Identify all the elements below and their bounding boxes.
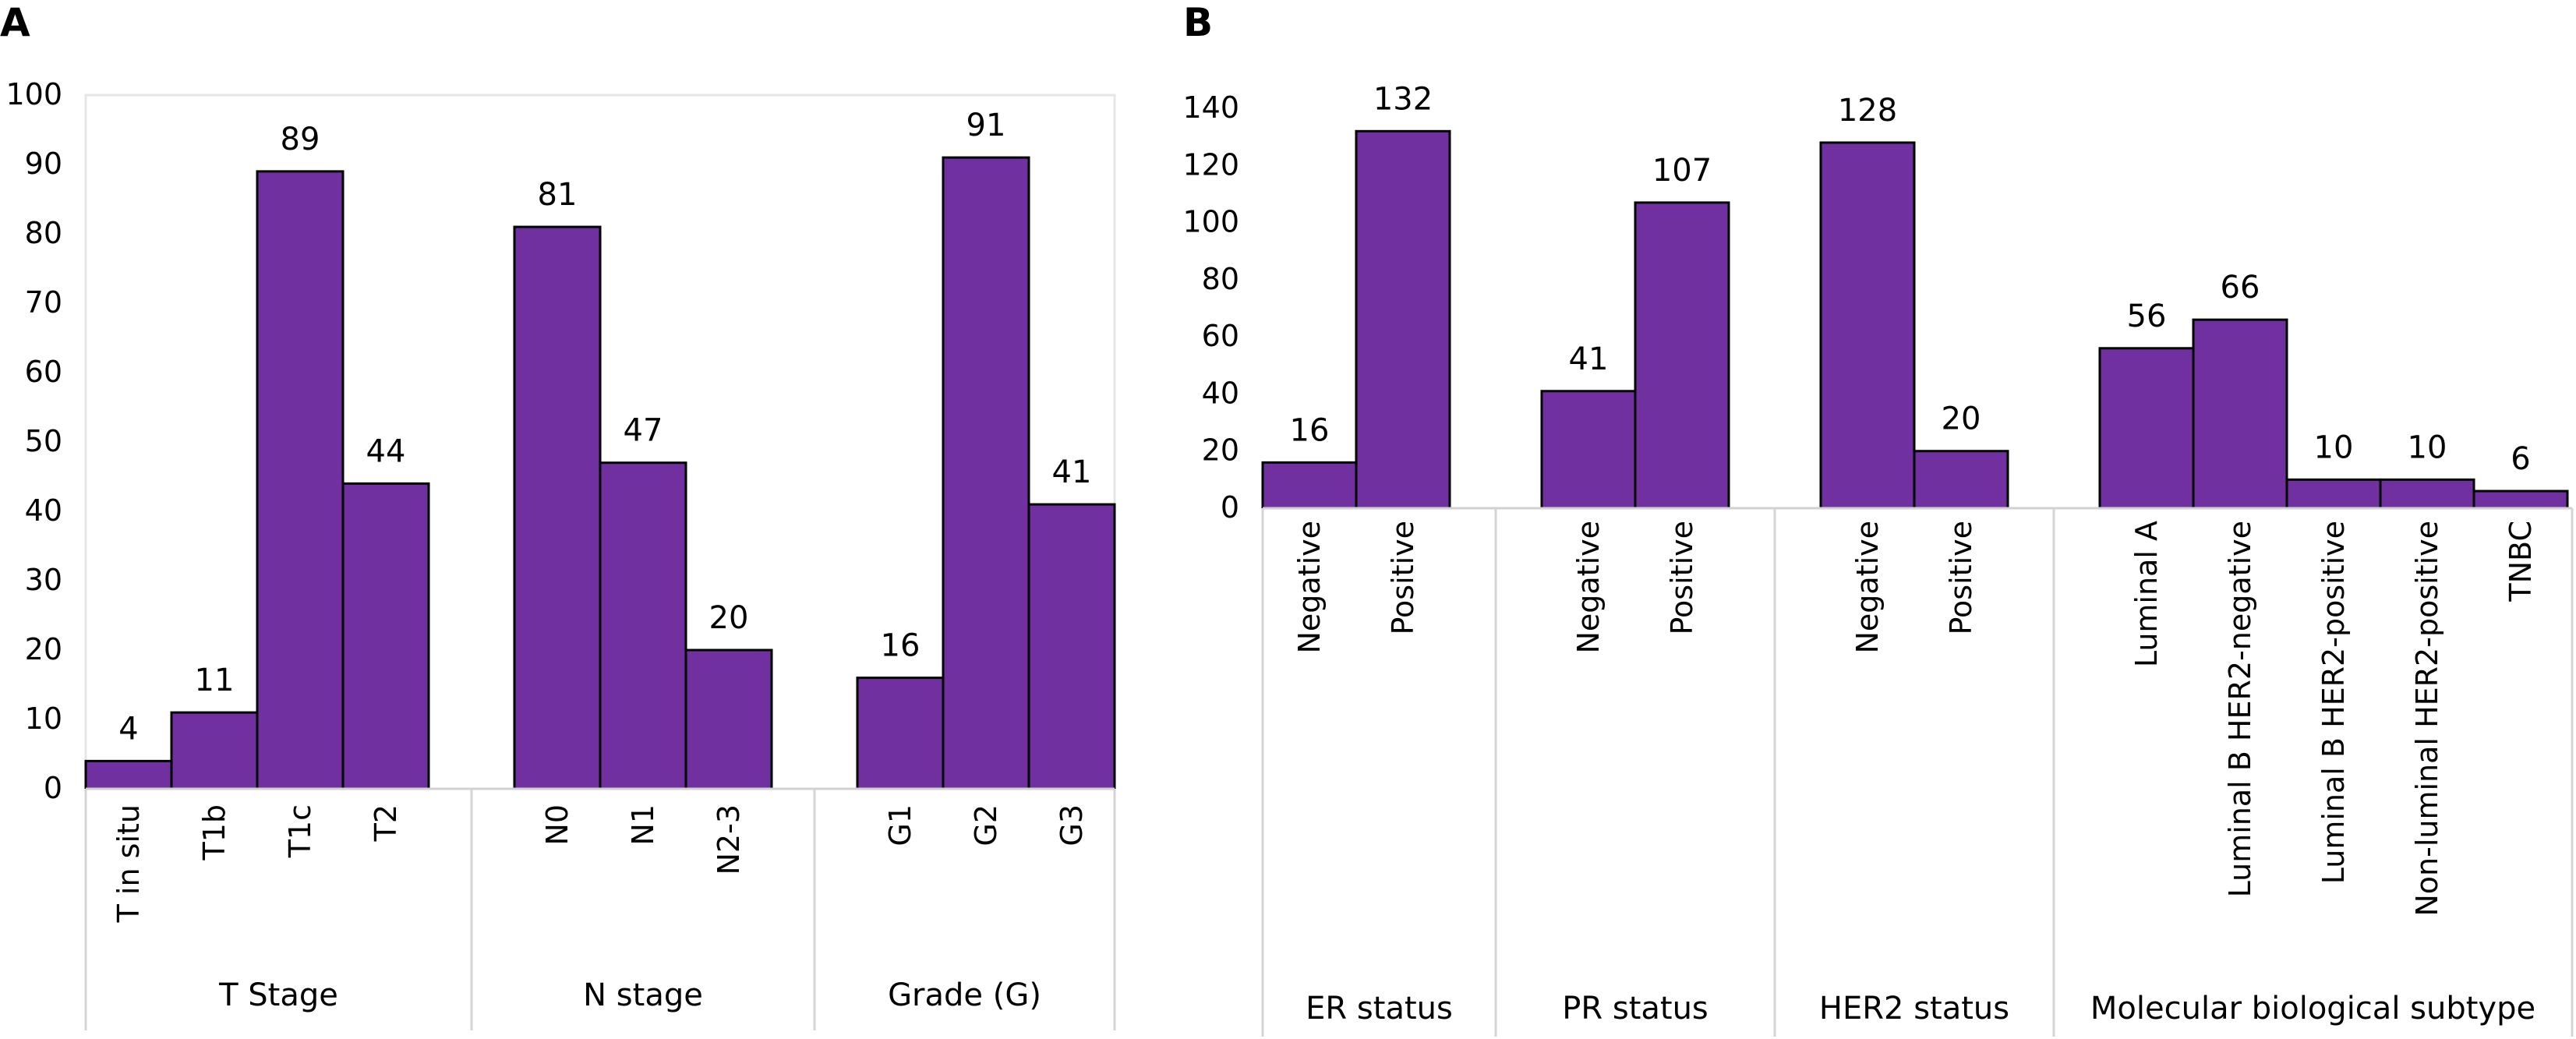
panel-b-bar-non-luminal-her2-positive — [2379, 478, 2475, 510]
panel-a-data-label: 47 — [624, 413, 663, 449]
panel-a-label: A — [0, 0, 30, 45]
panel-a-category-label: N0 — [540, 804, 574, 846]
panel-a-category-label: N2-3 — [712, 804, 746, 875]
panel-a-y-tick-label: 0 — [44, 771, 62, 805]
panel-a-y-tick-label: 10 — [25, 702, 62, 736]
panel-a-data-label: 81 — [538, 177, 578, 213]
panel-a-bar-t1b — [170, 711, 259, 790]
panel-a-y-tick-label: 60 — [25, 355, 62, 389]
panel-a-data-label: 16 — [881, 628, 921, 664]
panel-b-data-label: 66 — [2221, 270, 2260, 306]
panel-b-data-label: 10 — [2314, 429, 2354, 465]
panel-a-y-tick-label: 20 — [25, 632, 62, 666]
panel-b-label: B — [1183, 0, 1213, 45]
panel-b-y-tick-label: 100 — [1182, 205, 1239, 239]
panel-a-data-label: 41 — [1052, 454, 1092, 490]
panel-b-data-label: 132 — [1373, 81, 1433, 117]
panel-b-y-tick-label: 80 — [1202, 262, 1239, 296]
panel-b-category-label: Negative — [1292, 521, 1327, 654]
panel-a-y-tick-label: 70 — [25, 285, 62, 320]
panel-a-y-tick-label: 40 — [25, 493, 62, 528]
panel-a-bar-n2-3 — [684, 648, 773, 790]
panel-a-bar-n0 — [513, 225, 602, 790]
panel-a-chart: A 0 10 20 30 40 50 60 70 80 90 100 4 T in situ 11 T1b 89… — [0, 0, 1116, 1030]
panel-b-data-label: 107 — [1652, 153, 1712, 189]
panel-b-bar-positive — [1355, 129, 1451, 510]
panel-b-data-label: 10 — [2408, 429, 2447, 465]
panel-b-category-label: Luminal B HER2-positive — [2316, 521, 2351, 884]
panel-a-y-tick-label: 90 — [25, 147, 62, 181]
panel-b-y-tick-label: 20 — [1202, 433, 1239, 468]
panel-b-bar-negative — [1819, 141, 1916, 510]
panel-b-y-tick-label: 140 — [1182, 90, 1239, 125]
panel-b-category-label: Luminal B HER2-negative — [2223, 521, 2257, 897]
panel-b-group-label-pr-status: PR status — [1562, 991, 1708, 1027]
panel-a-bar-t-in-situ — [84, 759, 173, 790]
panel-b-category-label: Luminal A — [2129, 521, 2164, 667]
panel-b-data-label: 128 — [1838, 93, 1897, 129]
panel-a-y-tick-label: 80 — [25, 216, 62, 250]
panel-b-bar-luminal-b-her2-positive — [2285, 478, 2382, 510]
panel-b-chart: B 0 20 40 60 80 100 120 140 16 Negative 132 Positive… — [1182, 0, 2574, 1037]
panel-b-bar-negative — [1261, 461, 1358, 510]
panel-b-category-label: Negative — [1571, 521, 1606, 654]
panel-b-bar-negative — [1540, 390, 1637, 510]
panel-b-category-label: Negative — [1850, 521, 1885, 654]
panel-a-category-label: T in situ — [111, 804, 146, 923]
panel-a-group-label-grade-g: Grade (G) — [888, 977, 1041, 1013]
panel-a-group-label-n-stage: N stage — [583, 977, 703, 1013]
panel-b-group-label-er-status: ER status — [1306, 991, 1453, 1027]
panel-a-data-label: 20 — [709, 600, 749, 636]
panel-b-category-label: Positive — [1665, 521, 1699, 635]
panel-b-category-label: TNBC — [2504, 521, 2538, 603]
panel-a-y-tick-label: 30 — [25, 563, 62, 597]
panel-a-data-label: 44 — [366, 433, 406, 469]
panel-b-data-label: 20 — [1942, 401, 1981, 437]
panel-a-category-label: T1c — [283, 804, 317, 858]
panel-b-category-label: Positive — [1386, 521, 1420, 635]
panel-a-bar-n1 — [599, 461, 687, 790]
panel-b-data-label: 56 — [2127, 299, 2167, 334]
panel-b-category-label: Positive — [1944, 521, 1978, 635]
panel-b-bar-luminal-a — [2098, 347, 2195, 510]
panel-a-category-label: T1b — [197, 804, 231, 861]
panel-a-data-label: 91 — [966, 108, 1006, 143]
panel-a-category-label: T2 — [369, 804, 403, 842]
panel-a-bar-g2 — [942, 156, 1030, 790]
panel-a-bar-t2 — [341, 482, 430, 790]
panel-a-y-tick-label: 100 — [5, 77, 62, 111]
panel-b-bar-positive — [1634, 201, 1730, 510]
panel-b-bar-positive — [1913, 450, 2009, 510]
panel-b-data-label: 41 — [1569, 341, 1609, 377]
panel-a-data-label: 4 — [118, 711, 138, 747]
panel-b-group-label-molecular-biological-subtype: Molecular biological subtype — [2090, 991, 2535, 1027]
panel-a-category-label: G1 — [883, 804, 917, 846]
panel-b-bar-luminal-b-her2-negative — [2192, 318, 2288, 510]
panel-a-bar-t1c — [256, 170, 345, 790]
panel-b-data-label: 16 — [1290, 412, 1330, 448]
panel-a-category-label: G3 — [1055, 804, 1089, 846]
panel-a-bar-g3 — [1027, 503, 1116, 790]
panel-b-group-label-her2-status: HER2 status — [1819, 991, 2009, 1027]
panel-a-data-label: 89 — [281, 122, 320, 157]
panel-b-category-label: Non-luminal HER2-positive — [2410, 521, 2444, 917]
panel-b-y-tick-label: 0 — [1221, 490, 1239, 525]
panel-b-y-tick-label: 60 — [1202, 319, 1239, 353]
panel-b-y-tick-label: 120 — [1182, 147, 1239, 182]
panel-a-category-label: G2 — [969, 804, 1003, 846]
panel-b-data-label: 6 — [2511, 441, 2530, 477]
panel-b-bar-tnbc — [2472, 489, 2569, 510]
panel-a-group-label-t-stage: T Stage — [218, 977, 338, 1013]
panel-a-y-tick-label: 50 — [25, 424, 62, 458]
panel-b-y-tick-label: 40 — [1202, 376, 1239, 410]
panel-a-data-label: 11 — [195, 663, 235, 698]
panel-a-category-label: N1 — [626, 804, 660, 846]
panel-a-bar-g1 — [856, 677, 945, 790]
